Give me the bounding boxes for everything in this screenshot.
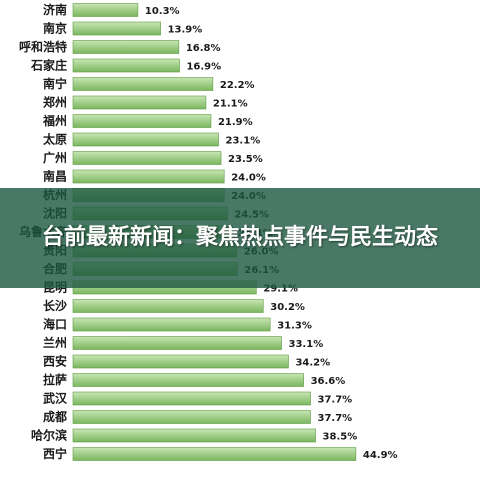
value-label: 21.9% — [218, 117, 253, 128]
bar — [72, 132, 219, 147]
category-label: 济南 — [43, 2, 67, 17]
value-label: 31.3% — [277, 321, 312, 332]
headline-banner: 台前最新新闻：聚焦热点事件与民生动态 — [0, 188, 480, 288]
category-label: 南宁 — [43, 76, 67, 91]
category-label: 海口 — [43, 317, 67, 332]
bar — [72, 58, 180, 73]
bar — [72, 373, 304, 387]
value-label: 44.9% — [363, 450, 398, 461]
bar — [72, 21, 161, 36]
bar — [72, 391, 311, 406]
bar — [72, 354, 289, 369]
bar — [72, 299, 264, 313]
value-label: 37.7% — [318, 413, 353, 424]
category-label: 成都 — [43, 409, 67, 424]
bar — [72, 169, 225, 184]
category-label: 石家庄 — [30, 58, 67, 73]
category-label: 拉萨 — [43, 372, 67, 387]
category-label: 太原 — [43, 132, 67, 147]
bar — [72, 447, 357, 461]
category-label: 南昌 — [43, 169, 67, 184]
value-label: 21.1% — [213, 99, 248, 110]
bar — [72, 95, 207, 110]
bar — [72, 428, 316, 443]
category-label: 广州 — [43, 150, 67, 165]
category-label: 福州 — [42, 113, 67, 128]
bar — [72, 3, 139, 17]
value-label: 33.1% — [289, 339, 324, 350]
category-label: 哈尔滨 — [31, 428, 67, 443]
value-label: 36.6% — [311, 376, 346, 387]
value-label: 16.9% — [186, 62, 221, 73]
category-label: 西安 — [43, 354, 67, 369]
bar — [72, 317, 271, 332]
category-label: 西宁 — [43, 446, 67, 461]
category-label: 郑州 — [43, 95, 67, 110]
value-label: 34.2% — [295, 358, 330, 369]
category-label: 兰州 — [43, 335, 67, 350]
value-label: 23.5% — [228, 154, 263, 165]
category-label: 南京 — [43, 21, 67, 36]
value-label: 37.7% — [318, 395, 353, 406]
bar — [72, 77, 214, 91]
category-label: 呼和浩特 — [19, 39, 67, 54]
value-label: 22.2% — [220, 80, 255, 91]
value-label: 23.1% — [226, 136, 261, 147]
category-label: 武汉 — [43, 391, 68, 406]
category-label: 长沙 — [43, 298, 67, 313]
bar — [72, 151, 222, 165]
value-label: 13.9% — [168, 25, 203, 36]
headline-text: 台前最新新闻：聚焦热点事件与民生动态 — [41, 225, 438, 250]
bar — [72, 114, 212, 128]
bar — [72, 410, 311, 424]
value-label: 30.2% — [270, 302, 305, 313]
bar — [72, 336, 282, 350]
value-label: 29.1% — [263, 284, 298, 295]
value-label: 16.8% — [186, 43, 221, 54]
value-label: 10.3% — [145, 6, 180, 17]
value-label: 24.0% — [231, 173, 266, 184]
value-label: 38.5% — [323, 432, 358, 443]
bar — [72, 40, 180, 54]
